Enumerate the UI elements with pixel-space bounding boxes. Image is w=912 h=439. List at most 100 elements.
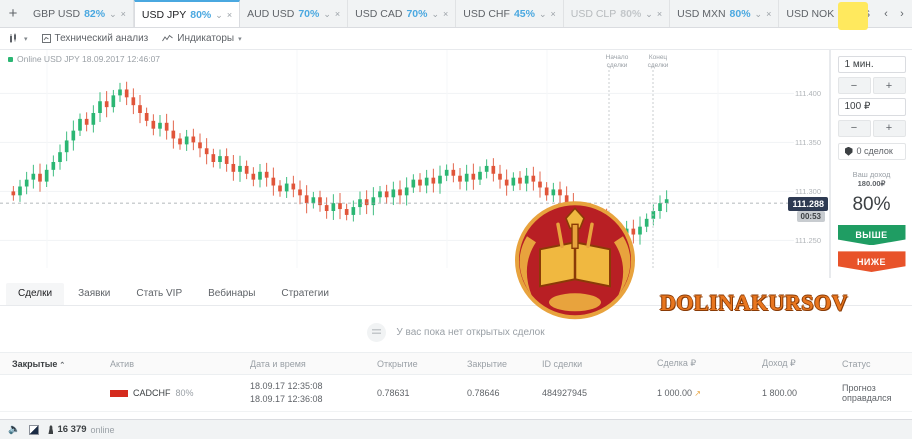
mute-icon[interactable]: 🔈 <box>8 424 21 435</box>
tab-payout-percent: 70% <box>406 8 428 20</box>
price-axis: 111.400 111.350 111.300 111.250 <box>793 50 829 278</box>
chevron-down-icon[interactable]: ⌄ <box>215 9 223 20</box>
tab-label: USD JPY <box>141 9 187 21</box>
technical-analysis-label: Технический анализ <box>54 33 149 44</box>
candlestick-icon <box>10 33 16 43</box>
column-header-label: Актив <box>110 358 134 369</box>
table-header-row: Закрытые ⌃ Актив Дата и время Открытие Закры… <box>0 352 912 375</box>
price-chart[interactable] <box>0 50 830 278</box>
tab-label: USD MXN <box>677 8 726 20</box>
empty-deals-message: У вас пока нет открытых сделок <box>396 326 545 338</box>
column-header-6: Сделка ₽ <box>657 352 762 375</box>
status-bar: 🔈 16 379 online <box>0 419 912 439</box>
tab-payout-percent: 70% <box>298 8 320 20</box>
duration-input[interactable]: 1 мин. <box>837 56 906 74</box>
income-label: Ваш доход <box>852 169 891 179</box>
column-header-8: Статус <box>842 352 912 375</box>
duration-minus-button[interactable]: − <box>837 77 871 95</box>
tabs-prev-button[interactable]: ‹ <box>884 7 888 20</box>
bottom-tab-1[interactable]: Заявки <box>78 288 111 299</box>
bottom-tabs: Сделки Заявки Стать VIP Вебинары Стратегии <box>0 283 912 306</box>
amount-plus-button[interactable]: + <box>872 119 906 137</box>
chevron-down-icon[interactable]: ⌄ <box>645 8 653 19</box>
start-deal-label: Начало сделки <box>605 54 629 70</box>
column-header-label: Открытие <box>377 358 418 369</box>
add-tab-button[interactable]: + <box>8 5 18 22</box>
column-header-0[interactable]: Закрытые ⌃ <box>0 352 110 375</box>
call-up-button[interactable]: ВЫШЕ <box>837 224 906 246</box>
trade-panel: 1 мин. − + 100 ₽ − + 0 сделок Ваш доход … <box>830 50 912 278</box>
close-icon[interactable]: × <box>120 9 126 19</box>
countdown-timer-badge: 00:53 <box>796 211 825 223</box>
price-tick-label: 111.350 <box>795 138 821 148</box>
close-icon[interactable]: × <box>334 9 341 19</box>
column-header-label: ID сделки <box>542 358 583 369</box>
technical-analysis-button[interactable]: Технический анализ <box>41 33 149 44</box>
tab-aud-usd[interactable]: AUD USD 70% ⌄ × <box>240 0 349 27</box>
empty-list-icon <box>367 322 387 342</box>
put-down-button[interactable]: НИЖЕ <box>837 251 906 273</box>
income-block: Ваш доход 180.00₽ <box>853 170 891 189</box>
chart-type-caret: ▾ <box>24 35 28 43</box>
chevron-down-icon[interactable]: ⌄ <box>538 8 547 19</box>
bottom-tab-2[interactable]: Стать VIP <box>136 288 183 299</box>
asset-payout: 80% <box>175 388 194 399</box>
tab-usd-chf[interactable]: USD CHF 45% ⌄ × <box>456 0 564 27</box>
chart-area[interactable]: Online USD JPY 18.09.2017 12:46:07 Начал… <box>0 50 830 278</box>
close-icon[interactable]: × <box>766 9 772 19</box>
tabs-next-button[interactable]: › <box>900 7 904 20</box>
close-icon[interactable]: × <box>226 10 233 20</box>
asset-name: CADCHF <box>133 388 171 399</box>
tab-usd-cad[interactable]: USD CAD 70% ⌄ × <box>348 0 457 27</box>
chart-type-button[interactable]: ▾ <box>9 33 28 44</box>
income-percent: 80% <box>852 193 891 215</box>
bottom-panel: Сделки Заявки Стать VIP Вебинары Стратегии У… <box>0 278 912 439</box>
tab-label: USD CHF <box>463 8 510 20</box>
column-header-5: ID сделки <box>542 352 657 375</box>
sort-caret-icon[interactable]: ⌃ <box>57 361 66 369</box>
chevron-down-icon[interactable]: ⌄ <box>431 8 439 19</box>
income-amount: 180.00₽ <box>857 179 886 189</box>
bottom-tab-4[interactable]: Стратегии <box>281 288 329 299</box>
indicators-caret: ▾ <box>238 35 242 43</box>
amount-input[interactable]: 100 ₽ <box>837 98 906 116</box>
list-lines-icon <box>372 328 382 336</box>
price-tick-label: 111.400 <box>795 89 821 99</box>
indicators-icon <box>162 34 174 42</box>
chart-toolbar: ▾ Технический анализ Индикаторы ▾ <box>0 28 912 50</box>
tab-usd-jpy[interactable]: USD JPY 80% ⌄ × <box>133 0 241 27</box>
close-icon[interactable]: × <box>550 9 556 19</box>
theme-toggle-icon[interactable] <box>29 424 40 435</box>
tab-usd-clp[interactable]: USD CLP 80% ⌄ × <box>564 0 671 27</box>
price-tick-label: 111.300 <box>795 187 821 197</box>
end-deal-label: Конец сделки <box>647 54 669 70</box>
amount-minus-button[interactable]: − <box>837 119 871 137</box>
currency-flags-icon <box>110 389 128 397</box>
close-icon[interactable]: × <box>656 9 663 19</box>
analysis-icon <box>41 34 51 43</box>
deal-id: 484927945 <box>542 374 657 413</box>
chevron-down-icon[interactable]: ⌄ <box>754 8 763 19</box>
close-icon[interactable]: × <box>443 9 449 19</box>
tab-usd-mxn[interactable]: USD MXN 80% ⌄ × <box>670 0 780 27</box>
datetime-cell: 18.09.17 12:35:08 18.09.17 12:36:08 <box>250 374 377 413</box>
indicators-button[interactable]: Индикаторы ▾ <box>162 33 242 44</box>
bottom-tab-0[interactable]: Сделки <box>6 283 65 305</box>
amount-stepper: − + <box>837 119 906 137</box>
online-users-indicator: 16 379 online <box>48 424 115 435</box>
tab-gbp-usd[interactable]: GBP USD 82% ⌄ × <box>26 0 134 27</box>
deal-amount-cell: 1 000.00 ↗ <box>657 374 762 413</box>
table-row[interactable]: CADCHF 80% 18.09.17 12:35:08 18.09.17 12:36… <box>0 374 912 413</box>
online-label: online <box>90 424 115 435</box>
chevron-down-icon[interactable]: ⌄ <box>109 8 117 19</box>
tab-navigation: ‹ › <box>876 0 912 27</box>
bottom-tab-3[interactable]: Вебинары <box>208 288 256 299</box>
legend-dot-icon <box>8 56 13 62</box>
deals-count-indicator[interactable]: 0 сделок <box>837 142 906 160</box>
open-price: 0.78631 <box>377 374 467 413</box>
chevron-down-icon[interactable]: ⌄ <box>323 8 331 19</box>
tab-label: USD CLP <box>570 8 617 20</box>
column-header-label: Закрытие <box>467 358 508 369</box>
duration-plus-button[interactable]: + <box>872 77 906 95</box>
current-price-badge: 111.288 <box>788 197 828 212</box>
